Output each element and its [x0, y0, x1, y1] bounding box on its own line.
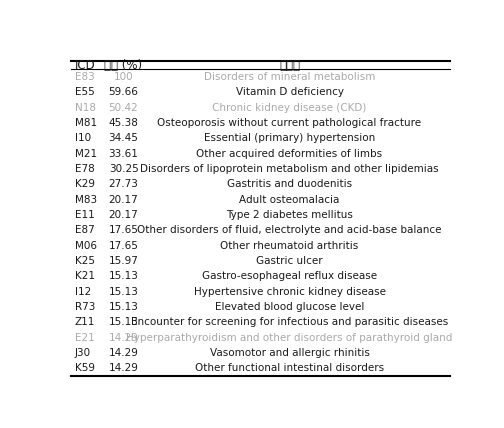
Text: 15.13: 15.13 [108, 317, 139, 327]
Text: Z11: Z11 [75, 317, 95, 327]
Text: 33.61: 33.61 [108, 149, 139, 159]
Text: Gastric ulcer: Gastric ulcer [256, 256, 323, 266]
Text: 14.29: 14.29 [108, 363, 139, 373]
Text: 100: 100 [114, 72, 134, 82]
Text: 27.73: 27.73 [108, 179, 139, 190]
Text: I12: I12 [75, 287, 91, 297]
Text: 59.66: 59.66 [108, 87, 139, 98]
Text: Essential (primary) hypertension: Essential (primary) hypertension [204, 134, 375, 143]
Text: 14.29: 14.29 [108, 333, 139, 343]
Text: 15.13: 15.13 [108, 302, 139, 312]
Text: 진단명: 진단명 [279, 59, 300, 72]
Text: N18: N18 [75, 103, 96, 113]
Text: E55: E55 [75, 87, 94, 98]
Text: 17.65: 17.65 [108, 226, 139, 235]
Text: 15.13: 15.13 [108, 271, 139, 281]
Text: M81: M81 [75, 118, 97, 128]
Text: Hyperparathyroidism and other disorders of parathyroid gland: Hyperparathyroidism and other disorders … [127, 333, 453, 343]
Text: Osteoporosis without current pathological fracture: Osteoporosis without current pathologica… [157, 118, 422, 128]
Text: E21: E21 [75, 333, 94, 343]
Text: 20.17: 20.17 [109, 195, 139, 205]
Text: Other disorders of fluid, electrolyte and acid-base balance: Other disorders of fluid, electrolyte an… [137, 226, 442, 235]
Text: 17.65: 17.65 [108, 241, 139, 251]
Text: Vitamin D deficiency: Vitamin D deficiency [235, 87, 344, 98]
Text: K59: K59 [75, 363, 95, 373]
Text: Disorders of mineral metabolism: Disorders of mineral metabolism [204, 72, 375, 82]
Text: Vasomotor and allergic rhinitis: Vasomotor and allergic rhinitis [210, 348, 369, 358]
Text: 45.38: 45.38 [108, 118, 139, 128]
Text: K25: K25 [75, 256, 95, 266]
Text: I10: I10 [75, 134, 91, 143]
Text: Type 2 diabetes mellitus: Type 2 diabetes mellitus [226, 210, 353, 220]
Text: M21: M21 [75, 149, 97, 159]
Text: Encounter for screening for infectious and parasitic diseases: Encounter for screening for infectious a… [131, 317, 448, 327]
Text: 15.13: 15.13 [108, 287, 139, 297]
Text: M06: M06 [75, 241, 97, 251]
Text: 15.97: 15.97 [108, 256, 139, 266]
Text: K21: K21 [75, 271, 95, 281]
Text: 30.25: 30.25 [109, 164, 139, 174]
Text: 비율 (%): 비율 (%) [104, 59, 143, 72]
Text: Disorders of lipoprotein metabolism and other lipidemias: Disorders of lipoprotein metabolism and … [140, 164, 439, 174]
Text: Hypertensive chronic kidney disease: Hypertensive chronic kidney disease [194, 287, 386, 297]
Text: Adult osteomalacia: Adult osteomalacia [239, 195, 340, 205]
Text: E83: E83 [75, 72, 94, 82]
Text: 34.45: 34.45 [108, 134, 139, 143]
Text: E78: E78 [75, 164, 94, 174]
Text: E87: E87 [75, 226, 94, 235]
Text: Chronic kidney disease (CKD): Chronic kidney disease (CKD) [212, 103, 367, 113]
Text: Other rheumatoid arthritis: Other rheumatoid arthritis [220, 241, 359, 251]
Text: R73: R73 [75, 302, 95, 312]
Text: 14.29: 14.29 [108, 348, 139, 358]
Text: M83: M83 [75, 195, 97, 205]
Text: K29: K29 [75, 179, 95, 190]
Text: Other functional intestinal disorders: Other functional intestinal disorders [195, 363, 384, 373]
Text: Elevated blood glucose level: Elevated blood glucose level [215, 302, 364, 312]
Text: Gastritis and duodenitis: Gastritis and duodenitis [227, 179, 352, 190]
Text: Gastro-esophageal reflux disease: Gastro-esophageal reflux disease [202, 271, 377, 281]
Text: E11: E11 [75, 210, 94, 220]
Text: Other acquired deformities of limbs: Other acquired deformities of limbs [197, 149, 383, 159]
Text: ICD: ICD [75, 59, 95, 72]
Text: 50.42: 50.42 [109, 103, 139, 113]
Text: 20.17: 20.17 [109, 210, 139, 220]
Text: J30: J30 [75, 348, 91, 358]
